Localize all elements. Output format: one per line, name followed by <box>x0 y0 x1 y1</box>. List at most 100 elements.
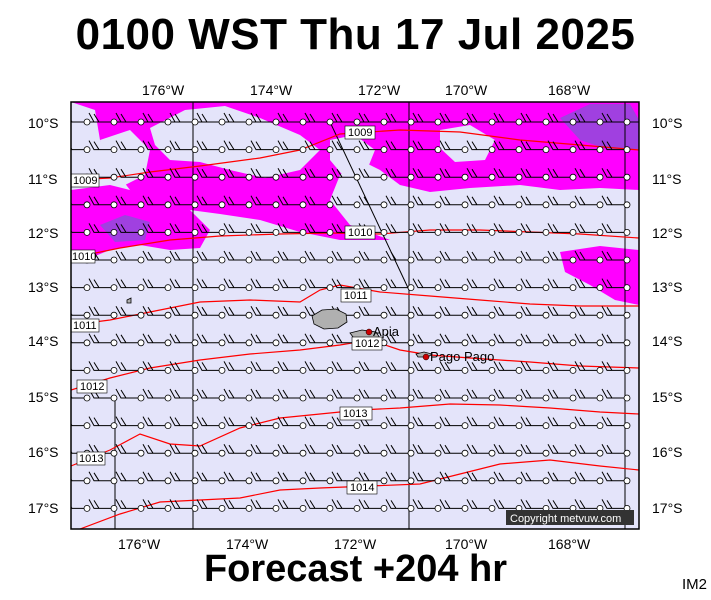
station-circle <box>461 173 469 181</box>
station-circle <box>164 311 172 319</box>
wind-barb <box>547 167 573 178</box>
station-circle <box>596 422 604 430</box>
station-circle <box>164 422 172 430</box>
wind-barb <box>304 388 330 399</box>
station-circle <box>245 422 253 430</box>
station-circle <box>326 256 334 264</box>
station-circle <box>461 228 469 236</box>
wind-barb <box>142 333 168 344</box>
wind-barb <box>88 361 114 371</box>
wind-barb <box>412 195 438 206</box>
wind-barb <box>88 499 114 509</box>
wind-barb <box>493 112 519 123</box>
wind-barb <box>142 388 168 399</box>
station-circle <box>515 366 523 374</box>
wind-barb <box>277 499 303 509</box>
station-circle <box>164 449 172 457</box>
station-circle <box>434 477 442 485</box>
isobar-label: 1010 <box>70 249 96 264</box>
station-circle <box>623 422 631 430</box>
wind-barb <box>466 471 492 482</box>
wind-barb <box>196 471 222 482</box>
svg-text:11°S: 11°S <box>652 171 681 187</box>
wind-barb <box>169 471 195 482</box>
isobar-1014 <box>79 459 639 529</box>
wind-barb <box>520 361 546 371</box>
station-circle <box>137 422 145 430</box>
wind-barb <box>412 167 438 178</box>
station-circle <box>542 256 550 264</box>
station-circle <box>542 422 550 430</box>
station-circle <box>272 173 280 181</box>
svg-text:170°W: 170°W <box>445 536 488 552</box>
station-circle <box>515 173 523 181</box>
wind-barb <box>466 140 492 151</box>
station-circle <box>461 504 469 512</box>
wind-barb <box>196 333 222 344</box>
wind-barb <box>601 250 627 261</box>
wind-barb <box>412 140 438 151</box>
wind-barb <box>196 195 222 206</box>
station-circle <box>461 201 469 209</box>
station-circle <box>434 422 442 430</box>
station-circle <box>515 201 523 209</box>
wind-barb <box>115 388 141 399</box>
wind-barb <box>169 223 195 233</box>
wind-barb <box>250 443 276 454</box>
wind-barb <box>169 112 195 123</box>
station-circle <box>110 449 118 457</box>
station-circle <box>83 394 91 402</box>
wind-barb <box>304 333 330 344</box>
wind-barb <box>358 388 384 399</box>
small-islet <box>126 297 132 304</box>
svg-text:15°S: 15°S <box>28 389 59 405</box>
apia-label: Apia <box>373 324 400 339</box>
station-circle <box>596 118 604 126</box>
station-circle <box>299 422 307 430</box>
station-circle <box>218 228 226 236</box>
wind-barb <box>196 499 222 509</box>
station-circle <box>623 366 631 374</box>
wind-barb <box>331 140 357 151</box>
wind-barb <box>196 361 222 371</box>
station-circle <box>407 228 415 236</box>
wind-barb <box>412 250 438 261</box>
station-circle <box>245 146 253 154</box>
wind-barb <box>547 361 573 371</box>
wind-barb <box>385 333 411 344</box>
wind-barb <box>574 388 600 399</box>
wind-barb <box>250 305 276 316</box>
wind-barb <box>358 140 384 151</box>
station-circle <box>191 146 199 154</box>
isobar-1013 <box>71 403 639 467</box>
station-circle <box>569 173 577 181</box>
wind-barb <box>223 140 249 151</box>
svg-text:12°S: 12°S <box>652 225 683 241</box>
wind-barb <box>223 305 249 316</box>
wind-barb <box>358 305 384 316</box>
svg-text:14°S: 14°S <box>28 333 59 349</box>
wind-barb <box>277 195 303 206</box>
svg-text:16°S: 16°S <box>28 444 59 460</box>
wind-barb <box>331 388 357 399</box>
wind-barb <box>466 250 492 261</box>
station-circle <box>623 201 631 209</box>
station-circle <box>299 311 307 319</box>
station-circle <box>407 449 415 457</box>
forecast-hours-label: Forecast +204 hr <box>203 548 508 590</box>
wind-barb <box>142 499 168 509</box>
station-circle <box>596 256 604 264</box>
wind-barb <box>223 361 249 371</box>
wind-barb <box>439 167 465 178</box>
station-circle <box>623 146 631 154</box>
station-circle <box>137 173 145 181</box>
wind-barb <box>250 223 276 233</box>
isobar-label: 1012 <box>351 336 383 351</box>
station-circle <box>326 504 334 512</box>
wind-barb <box>196 112 222 123</box>
svg-text:1012: 1012 <box>80 381 104 393</box>
station-circle <box>299 201 307 209</box>
wind-barb <box>169 361 195 371</box>
station-circle <box>488 449 496 457</box>
